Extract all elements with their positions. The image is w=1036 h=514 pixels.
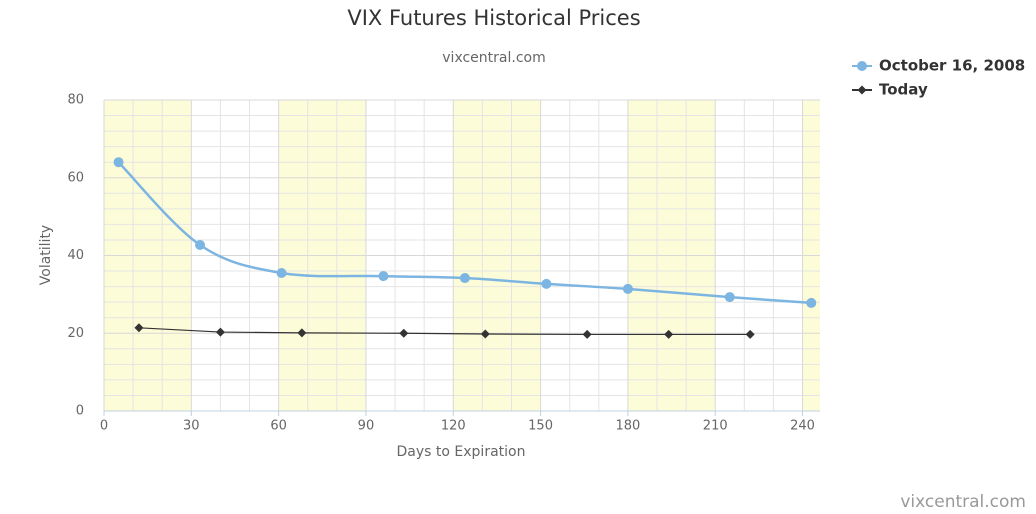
point xyxy=(215,327,225,337)
point xyxy=(541,278,552,289)
point xyxy=(134,323,144,333)
point xyxy=(806,297,817,308)
y-tick-label: 40 xyxy=(67,248,84,263)
legend-marker xyxy=(857,61,867,71)
chart-title: VIX Futures Historical Prices xyxy=(347,6,640,30)
point xyxy=(745,329,755,339)
x-tick-label: 90 xyxy=(358,419,375,434)
x-tick-label: 120 xyxy=(441,419,466,434)
credit: vixcentral.com xyxy=(900,492,1026,512)
y-tick-label: 80 xyxy=(67,93,84,108)
x-axis-label: Days to Expiration xyxy=(397,444,526,460)
series-line xyxy=(138,327,751,336)
y-tick-label: 20 xyxy=(67,326,84,341)
chart-subtitle: vixcentral.com xyxy=(442,50,545,66)
y-axis-label: Volatility xyxy=(38,225,54,285)
legend-label: October 16, 2008 xyxy=(879,57,1025,75)
y-tick-label: 60 xyxy=(67,170,84,185)
point xyxy=(195,240,206,251)
x-tick-label: 210 xyxy=(703,419,728,434)
x-tick-label: 30 xyxy=(183,419,200,434)
point xyxy=(399,328,409,338)
legend-marker xyxy=(857,85,867,95)
point xyxy=(480,329,490,339)
point xyxy=(582,329,592,339)
x-tick-label: 150 xyxy=(528,419,553,434)
point xyxy=(297,328,307,338)
point xyxy=(724,292,735,303)
y-tick-label: 0 xyxy=(76,404,84,419)
x-tick-label: 240 xyxy=(790,419,815,434)
point xyxy=(622,283,633,294)
x-tick-label: 180 xyxy=(615,419,640,434)
x-tick-label: 0 xyxy=(100,419,108,434)
point xyxy=(378,271,389,282)
point xyxy=(459,273,470,284)
x-tick-label: 60 xyxy=(270,419,287,434)
point xyxy=(664,329,674,339)
point xyxy=(276,267,287,278)
legend-label: Today xyxy=(879,81,928,99)
point xyxy=(113,157,124,168)
